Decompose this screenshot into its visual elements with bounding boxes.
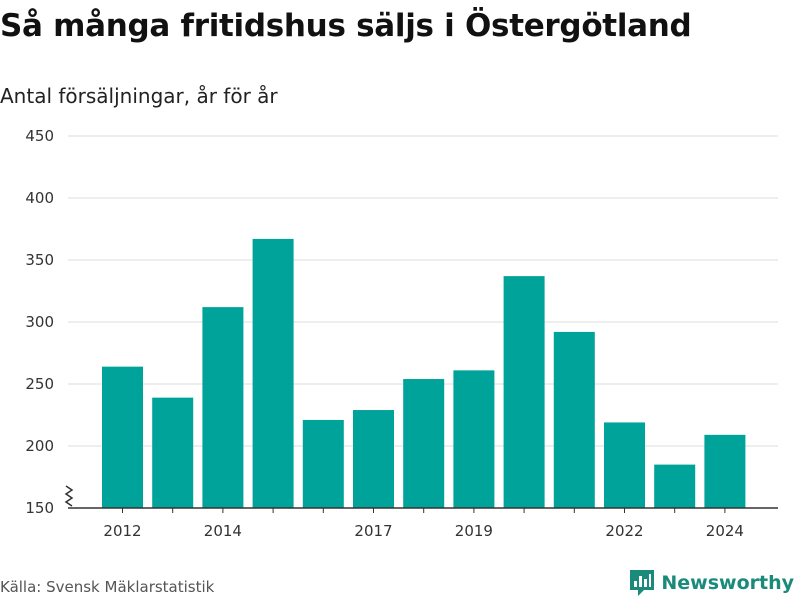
chart-subtitle: Antal försäljningar, år för år <box>0 84 278 108</box>
bars <box>102 238 746 509</box>
x-tick-label: 2024 <box>706 522 744 540</box>
y-tick-label: 200 <box>25 437 54 455</box>
y-tick-label: 150 <box>25 499 54 517</box>
y-tick-label: 450 <box>25 127 54 145</box>
chart-title: Så många fritidshus säljs i Östergötland <box>0 8 692 44</box>
bar <box>353 410 394 508</box>
bar <box>453 370 495 508</box>
x-tick-label: 2022 <box>605 522 643 540</box>
x-tick-label: 2014 <box>204 522 242 540</box>
y-tick-label: 250 <box>25 375 54 393</box>
x-tick-label: 2019 <box>455 522 493 540</box>
gridlines <box>68 135 778 447</box>
bar <box>503 276 545 508</box>
bar <box>553 331 595 508</box>
x-axis: 2012 2014 2017 2019 2022 2024 <box>64 485 778 540</box>
bar <box>403 379 445 508</box>
bar <box>654 464 696 508</box>
brand-name: Newsworthy <box>661 572 794 594</box>
bar <box>704 434 746 508</box>
x-tick-label: 2017 <box>354 522 392 540</box>
newsworthy-logo-icon <box>630 570 655 596</box>
bar <box>152 397 194 508</box>
bar <box>252 238 294 509</box>
x-tick-label: 2012 <box>103 522 141 540</box>
bar <box>102 366 143 508</box>
y-tick-label: 400 <box>25 189 54 207</box>
y-axis: 150 200 250 300 350 400 450 <box>25 127 54 517</box>
brand-logo[interactable]: Newsworthy <box>629 569 794 597</box>
y-tick-label: 350 <box>25 251 54 269</box>
source-note: Källa: Svensk Mäklarstatistik <box>0 578 215 596</box>
bar <box>202 307 244 508</box>
bar <box>604 422 645 508</box>
axis-break-icon <box>64 485 74 507</box>
bar <box>302 419 344 508</box>
y-tick-label: 300 <box>25 313 54 331</box>
